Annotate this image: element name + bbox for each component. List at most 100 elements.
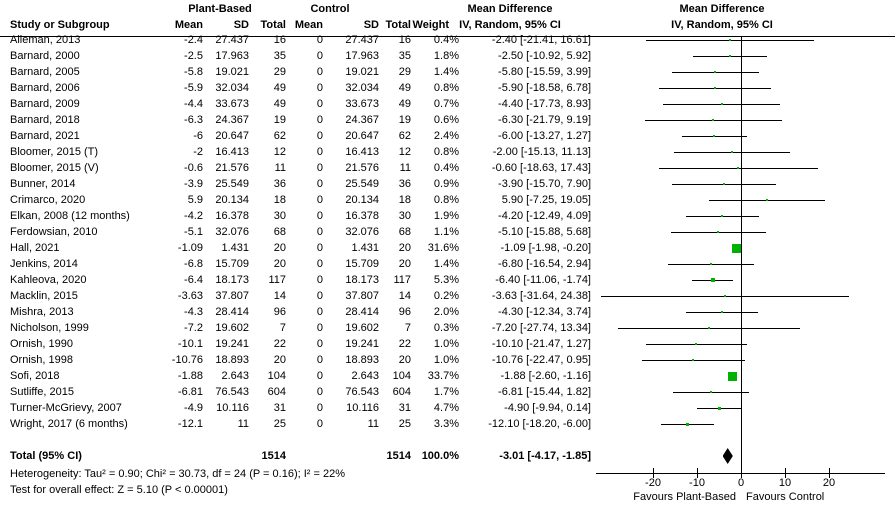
total-n-ctrl: 1514 [386, 450, 411, 462]
study-name: Bunner, 2014 [10, 178, 76, 190]
study-weight: 0.8% [433, 146, 459, 158]
study-n2: 12 [398, 146, 411, 158]
study-mean1: -2 [193, 146, 203, 158]
study-weight: 1.0% [433, 354, 459, 366]
study-sd2: 16.413 [345, 146, 379, 158]
study-mean2: 0 [316, 130, 323, 142]
study-sd2: 16.378 [345, 210, 379, 222]
study-mean2: 0 [316, 162, 323, 174]
md-column-title: Mean Difference [467, 3, 553, 15]
effect-marker [708, 327, 711, 329]
study-ci_text: -2.00 [-15.13, 11.13] [492, 146, 591, 158]
column-header-mean-pb: Mean [174, 19, 203, 31]
study-mean2: 0 [316, 274, 323, 286]
effect-marker [728, 55, 731, 57]
study-ci_text: -10.10 [-21.47, 1.27] [491, 338, 591, 350]
study-n2: 20 [398, 242, 411, 254]
study-sd1: 18.173 [215, 274, 249, 286]
study-weight: 3.3% [433, 418, 459, 430]
study-sd2: 15.709 [345, 258, 379, 270]
study-n2: 16 [398, 34, 411, 46]
study-sd1: 19.241 [215, 338, 249, 350]
zero-effect-line [741, 37, 742, 473]
study-sd2: 76.543 [345, 386, 379, 398]
study-mean1: -6.3 [184, 114, 203, 126]
study-weight: 5.3% [433, 274, 459, 286]
study-mean1: -5.8 [184, 66, 203, 78]
study-sd1: 24.367 [215, 114, 249, 126]
study-ci_text: -10.76 [-22.47, 0.95] [491, 354, 591, 366]
study-sd2: 24.367 [345, 114, 379, 126]
study-n2: 31 [398, 402, 411, 414]
axis-tick [697, 468, 698, 478]
study-n2: 96 [398, 306, 411, 318]
heterogeneity-stats: Heterogeneity: Tau² = 0.90; Chi² = 30.73… [10, 468, 345, 480]
study-sd1: 16.413 [215, 146, 249, 158]
study-weight: 0.6% [433, 114, 459, 126]
study-mean2: 0 [316, 98, 323, 110]
study-ci_text: -3.63 [-31.64, 24.38] [491, 290, 591, 302]
study-sd1: 21.576 [215, 162, 249, 174]
axis-tick-label: -20 [645, 477, 661, 489]
study-n2: 19 [398, 114, 411, 126]
study-sd1: 18.893 [215, 354, 249, 366]
study-sd1: 76.543 [215, 386, 249, 398]
study-n1: 117 [268, 274, 286, 286]
study-weight: 1.4% [433, 66, 459, 78]
study-n1: 49 [273, 98, 286, 110]
study-sd2: 10.116 [346, 402, 379, 414]
effect-marker [686, 422, 690, 426]
study-name: Turner-McGrievy, 2007 [10, 402, 122, 414]
study-n1: 36 [273, 178, 286, 190]
study-name: Ornish, 1998 [10, 354, 73, 366]
overall-effect-stats: Test for overall effect: Z = 5.10 (P < 0… [10, 484, 228, 496]
axis-tick [653, 468, 654, 478]
study-n1: 68 [273, 226, 286, 238]
study-mean2: 0 [316, 226, 323, 238]
study-sd1: 32.034 [215, 82, 249, 94]
axis-tick-label: 0 [737, 477, 745, 489]
study-n1: 14 [273, 290, 286, 302]
axis-tick-label: 20 [822, 477, 836, 489]
study-name: Elkan, 2008 (12 months) [10, 210, 130, 222]
study-sd2: 28.414 [345, 306, 379, 318]
study-n1: 49 [273, 82, 286, 94]
study-sd1: 19.021 [215, 66, 249, 78]
study-ci_text: -2.50 [-10.92, 5.92] [498, 50, 591, 62]
study-n1: 96 [273, 306, 286, 318]
study-mean2: 0 [316, 306, 323, 318]
study-n1: 62 [273, 130, 286, 142]
study-sd1: 25.549 [215, 178, 249, 190]
study-sd2: 33.673 [345, 98, 379, 110]
study-sd2: 18.893 [345, 354, 379, 366]
effect-marker [721, 215, 724, 217]
study-n2: 11 [399, 162, 411, 174]
study-n1: 20 [273, 258, 286, 270]
effect-marker [713, 87, 716, 89]
md-plot-subtitle: IV, Random, 95% CI [671, 19, 773, 31]
column-header-weight: Weight [412, 19, 449, 31]
study-n1: 35 [273, 50, 286, 62]
study-name: Sutliffe, 2015 [10, 386, 75, 398]
total-label: Total (95% CI) [10, 450, 82, 462]
study-weight: 1.9% [433, 210, 459, 222]
column-header-sd-ctrl: SD [363, 19, 379, 31]
study-n2: 49 [398, 82, 411, 94]
effect-marker [731, 243, 741, 253]
study-sd2: 19.602 [345, 322, 379, 334]
study-n1: 16 [273, 34, 286, 46]
study-mean2: 0 [316, 386, 323, 398]
study-sd2: 19.021 [345, 66, 379, 78]
study-sd1: 1.431 [221, 242, 249, 254]
effect-marker [766, 199, 769, 201]
study-n1: 29 [273, 66, 286, 78]
study-name: Barnard, 2018 [10, 114, 80, 126]
total-n-pb: 1514 [261, 450, 286, 462]
study-weight: 2.0% [433, 306, 459, 318]
study-sd2: 17.963 [345, 50, 379, 62]
study-n1: 30 [273, 210, 286, 222]
study-sd2: 18.173 [345, 274, 379, 286]
study-mean2: 0 [316, 146, 323, 158]
study-weight: 33.7% [427, 370, 459, 382]
study-n2: 29 [398, 66, 411, 78]
